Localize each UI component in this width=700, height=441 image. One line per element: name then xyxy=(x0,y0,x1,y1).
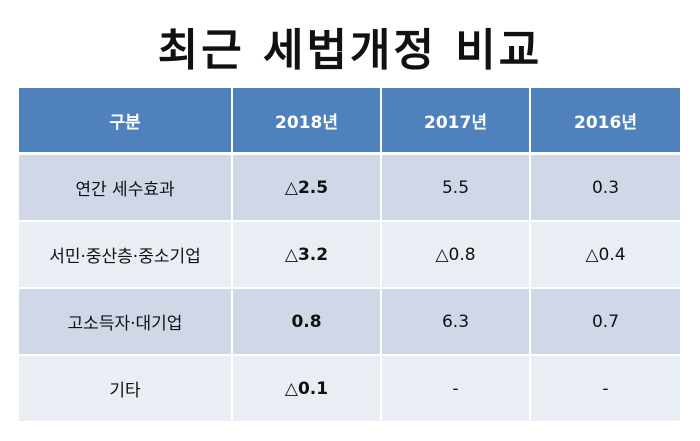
table-header-row: 구분 2018년 2017년 2016년 xyxy=(19,88,680,154)
cell-2017: 6.3 xyxy=(381,288,531,356)
cell-2017: 5.5 xyxy=(381,153,531,222)
table-row: 서민·중산층·중소기업 △3.2 △0.8 △0.4 xyxy=(19,221,680,289)
header-2017: 2017년 xyxy=(381,88,531,154)
row-label: 고소득자·대기업 xyxy=(19,288,233,356)
cell-2017: - xyxy=(381,355,531,423)
cell-2016: - xyxy=(530,355,680,423)
row-label: 기타 xyxy=(19,355,233,423)
page-title: 최근 세법개정 비교 xyxy=(157,25,543,76)
row-label: 연간 세수효과 xyxy=(19,153,233,222)
cell-2016: △0.4 xyxy=(530,221,680,289)
table-row: 기타 △0.1 - - xyxy=(19,355,680,423)
tax-reform-comparison-table: 구분 2018년 2017년 2016년 연간 세수효과 △2.5 5.5 0.… xyxy=(19,88,680,423)
header-category: 구분 xyxy=(19,88,233,154)
row-label: 서민·중산층·중소기업 xyxy=(19,221,233,289)
header-2016: 2016년 xyxy=(530,88,680,154)
table-row: 고소득자·대기업 0.8 6.3 0.7 xyxy=(19,288,680,356)
cell-2018: △0.1 xyxy=(232,355,382,423)
header-2018: 2018년 xyxy=(232,88,382,154)
cell-2017: △0.8 xyxy=(381,221,531,289)
cell-2016: 0.7 xyxy=(530,288,680,356)
cell-2018: △2.5 xyxy=(232,153,382,222)
cell-2018: △3.2 xyxy=(232,221,382,289)
table-row: 연간 세수효과 △2.5 5.5 0.3 xyxy=(19,153,680,222)
cell-2018: 0.8 xyxy=(232,288,382,356)
cell-2016: 0.3 xyxy=(530,153,680,222)
